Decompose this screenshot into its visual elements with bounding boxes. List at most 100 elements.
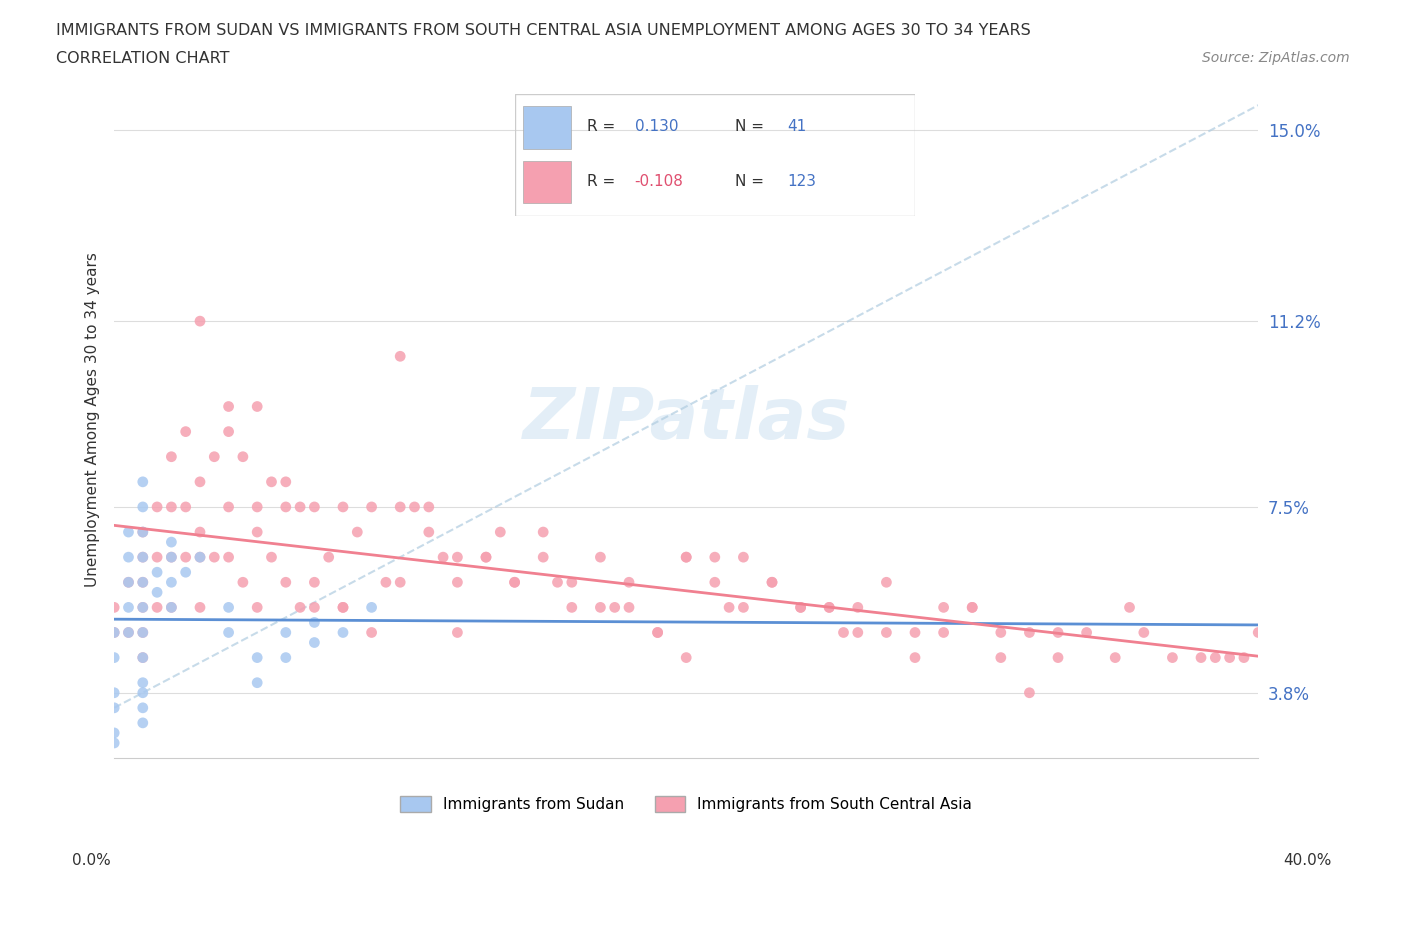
Point (304, 635, 326, 650)
Point (846, 600, 869, 615)
Point (288, 499, 311, 514)
Point (246, 499, 269, 514)
Point (174, 424, 197, 439)
Point (117, 625, 139, 640)
Point (246, 399, 269, 414)
Point (846, 625, 869, 640)
Point (589, 600, 612, 615)
Point (332, 625, 354, 640)
Point (761, 575, 783, 590)
Point (904, 625, 927, 640)
Point (733, 550, 755, 565)
Point (875, 575, 897, 590)
Point (561, 575, 583, 590)
Point (360, 625, 382, 640)
Point (188, 550, 211, 565)
Point (1204, 650, 1226, 665)
Point (389, 349, 412, 364)
Point (117, 575, 139, 590)
Point (1047, 650, 1070, 665)
Point (733, 600, 755, 615)
Point (132, 474, 155, 489)
Point (304, 499, 326, 514)
Point (703, 575, 725, 590)
Point (1018, 625, 1040, 640)
Point (503, 575, 526, 590)
Point (990, 650, 1012, 665)
Point (561, 600, 583, 615)
Text: 0.0%: 0.0% (72, 853, 111, 868)
Point (160, 499, 183, 514)
Point (146, 565, 169, 579)
Point (446, 575, 468, 590)
Point (132, 550, 155, 565)
Point (389, 575, 412, 590)
Point (218, 550, 240, 565)
Point (818, 600, 841, 615)
Point (446, 550, 468, 565)
Point (146, 499, 169, 514)
Point (503, 575, 526, 590)
Point (304, 575, 326, 590)
Point (132, 650, 155, 665)
Point (188, 600, 211, 615)
Point (475, 550, 498, 565)
Point (202, 449, 225, 464)
Point (132, 600, 155, 615)
Point (160, 575, 183, 590)
Point (103, 700, 125, 715)
Point (288, 600, 311, 615)
Point (432, 550, 454, 565)
Point (647, 625, 669, 640)
Point (160, 550, 183, 565)
Point (218, 424, 240, 439)
Point (132, 499, 155, 514)
Point (960, 600, 983, 615)
Point (246, 650, 269, 665)
Point (132, 650, 155, 665)
Point (547, 575, 569, 590)
Point (232, 449, 254, 464)
Point (103, 650, 125, 665)
Point (103, 600, 125, 615)
Point (260, 550, 283, 565)
Point (346, 525, 368, 539)
Point (647, 625, 669, 640)
Point (446, 625, 468, 640)
Point (531, 550, 554, 565)
Point (318, 550, 340, 565)
Point (761, 575, 783, 590)
Point (818, 600, 841, 615)
Point (360, 499, 382, 514)
Point (246, 525, 269, 539)
Point (1076, 625, 1098, 640)
Point (132, 700, 155, 715)
Point (332, 600, 354, 615)
Point (160, 600, 183, 615)
Point (132, 525, 155, 539)
Point (103, 685, 125, 700)
Point (146, 550, 169, 565)
Point (132, 685, 155, 700)
Point (404, 499, 426, 514)
Point (132, 675, 155, 690)
Point (132, 550, 155, 565)
Point (246, 675, 269, 690)
Point (202, 550, 225, 565)
Point (132, 575, 155, 590)
Point (531, 525, 554, 539)
Point (160, 449, 183, 464)
Point (174, 499, 197, 514)
Point (218, 625, 240, 640)
Point (332, 600, 354, 615)
Y-axis label: Unemployment Among Ages 30 to 34 years: Unemployment Among Ages 30 to 34 years (86, 252, 100, 587)
Point (146, 600, 169, 615)
Point (232, 575, 254, 590)
Point (932, 600, 955, 615)
Point (475, 550, 498, 565)
Point (117, 525, 139, 539)
Point (603, 600, 626, 615)
Point (117, 575, 139, 590)
Point (1189, 650, 1212, 665)
Point (718, 600, 741, 615)
